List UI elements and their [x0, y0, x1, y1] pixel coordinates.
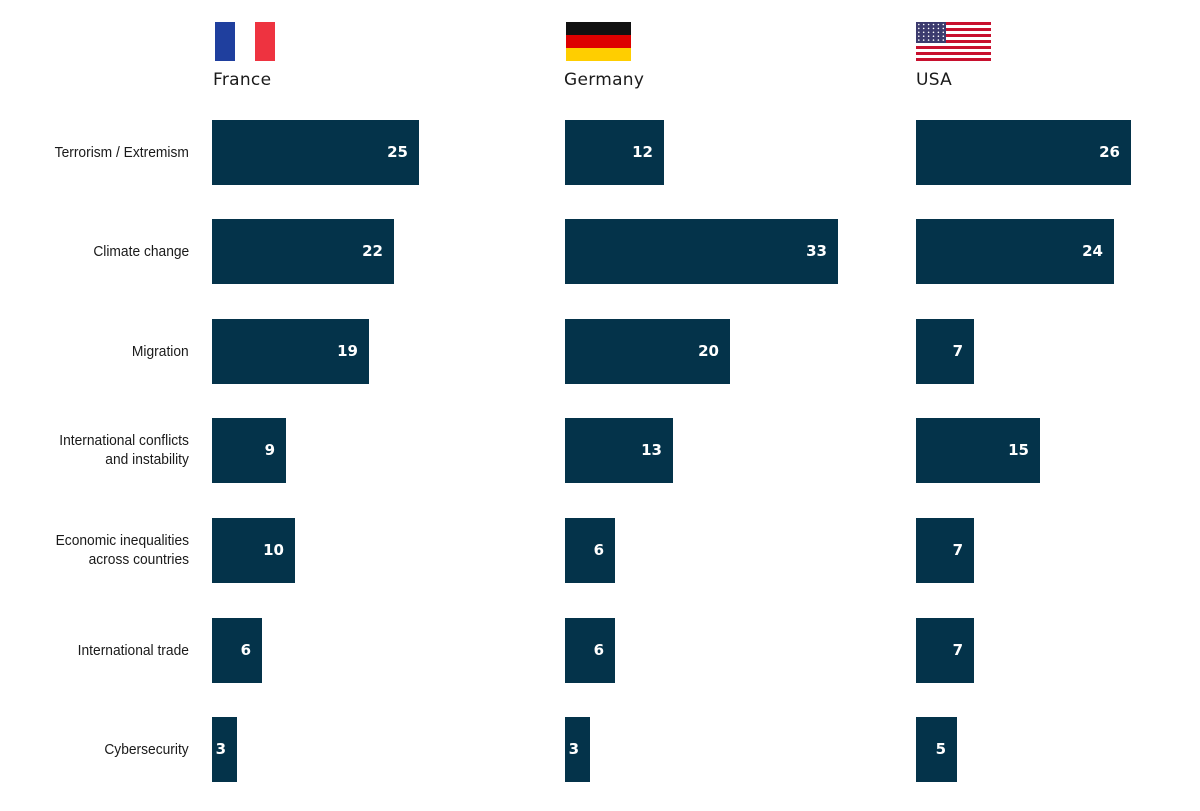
bar [565, 319, 730, 384]
bar [212, 120, 419, 185]
category-label: International trade [77, 641, 189, 659]
bar [565, 120, 664, 185]
bar [212, 518, 295, 583]
bar [212, 418, 286, 483]
germany-flag [566, 22, 631, 61]
bar [565, 518, 615, 583]
bar-value-label: 33 [806, 242, 827, 260]
country-title: Germany [564, 70, 645, 90]
bar-value-label: 25 [387, 143, 408, 161]
bar-value-label: 3 [215, 740, 226, 758]
bar [212, 319, 369, 384]
bar-value-label: 10 [263, 541, 284, 559]
france-flag [215, 22, 275, 61]
bar-value-label: 24 [1082, 242, 1103, 260]
bar [565, 219, 838, 284]
bar [916, 219, 1114, 284]
bar-value-label: 26 [1099, 143, 1120, 161]
bar [916, 618, 974, 683]
bar-value-label: 6 [593, 541, 604, 559]
bar-value-label: 6 [593, 641, 604, 659]
country-title: France [213, 70, 272, 90]
bar [916, 319, 974, 384]
category-label: Migration [132, 342, 189, 360]
bar [565, 618, 615, 683]
category-label: Cybersecurity [104, 740, 189, 758]
usa-flag [916, 22, 991, 61]
bar [212, 219, 394, 284]
bar-value-label: 12 [632, 143, 653, 161]
category-label: Economic inequalities across countries [55, 532, 189, 568]
bar [565, 717, 590, 782]
bar [565, 418, 673, 483]
bar-value-label: 19 [337, 342, 358, 360]
bar-value-label: 7 [952, 342, 963, 360]
category-label: International conflicts and instability [59, 432, 189, 468]
bar-value-label: 20 [698, 342, 719, 360]
bar-value-label: 7 [952, 641, 963, 659]
bar-value-label: 15 [1008, 441, 1029, 459]
bar-value-label: 22 [362, 242, 383, 260]
bar [916, 120, 1131, 185]
bar [916, 518, 974, 583]
bar-value-label: 5 [935, 740, 946, 758]
bar-value-label: 7 [952, 541, 963, 559]
bar-value-label: 6 [240, 641, 251, 659]
category-label: Terrorism / Extremism [54, 143, 189, 161]
bar [212, 618, 262, 683]
bar-value-label: 3 [568, 740, 579, 758]
bar-value-label: 13 [641, 441, 662, 459]
category-label: Climate change [93, 242, 189, 260]
bar-value-label: 9 [264, 441, 275, 459]
bar [916, 717, 957, 782]
bar [212, 717, 237, 782]
country-title: USA [916, 70, 953, 90]
bar [916, 418, 1040, 483]
